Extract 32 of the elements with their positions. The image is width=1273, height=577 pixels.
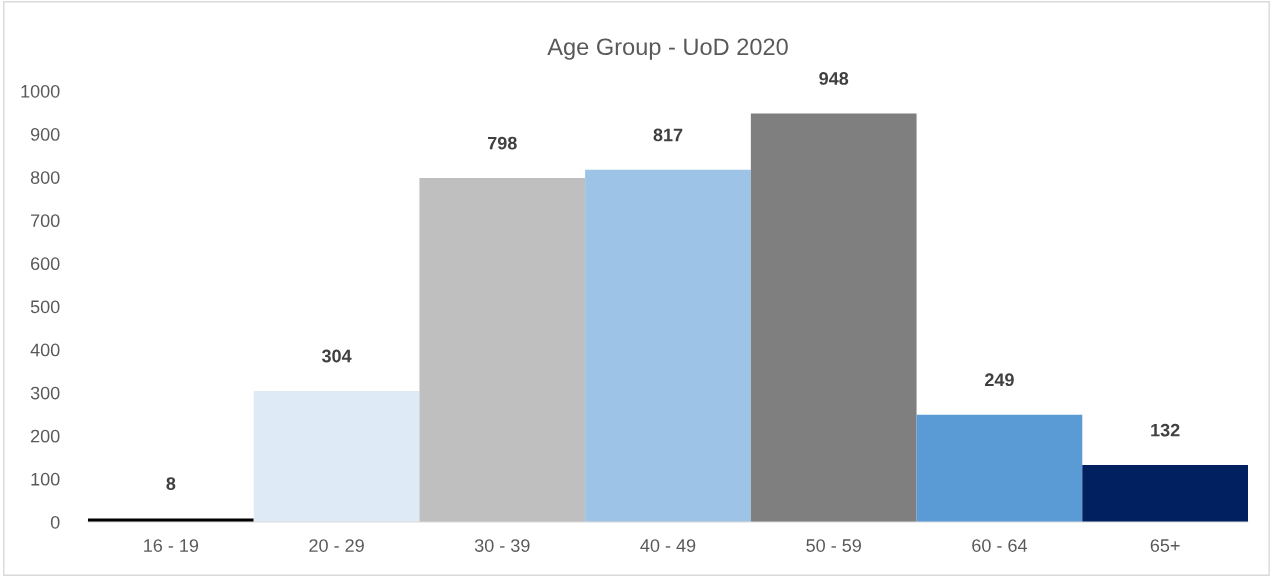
bar: [1082, 465, 1248, 522]
y-tick-label: 900: [30, 128, 60, 141]
data-label: 817: [653, 128, 683, 142]
y-tick-label: 700: [31, 214, 60, 228]
y-tick-label: 600: [31, 257, 60, 271]
y-tick-label: 1000: [21, 84, 60, 98]
x-tick-label: 30 - 39: [474, 539, 530, 552]
y-tick-label: 400: [30, 343, 60, 357]
y-tick-label: 100: [31, 472, 60, 486]
data-label: 249: [984, 373, 1014, 387]
bar: [916, 414, 1083, 522]
data-label: 8: [166, 477, 176, 490]
x-tick-label: 65+: [1150, 539, 1180, 552]
y-tick-label: 0: [50, 515, 60, 529]
x-tick-label: 20 - 29: [309, 539, 364, 552]
data-label: 304: [321, 349, 352, 363]
bar: [253, 390, 420, 522]
bar: [585, 169, 751, 522]
x-tick-label: 50 - 59: [806, 539, 861, 552]
data-label: 948: [819, 72, 849, 85]
x-tick-label: 60 - 64: [972, 539, 1028, 552]
data-label: 798: [488, 136, 517, 150]
y-tick-label: 500: [30, 300, 60, 314]
chart-title: Age Group - UoD 2020: [547, 38, 788, 60]
y-tick-label: 800: [30, 171, 60, 184]
x-tick-label: 40 - 49: [640, 539, 696, 552]
y-tick-label: 300: [30, 386, 60, 400]
y-tick-label: 200: [31, 429, 60, 443]
data-label: 132: [1151, 423, 1180, 437]
bar: [419, 178, 586, 522]
bar: [750, 113, 917, 522]
x-tick-label: 16 - 19: [144, 539, 199, 552]
